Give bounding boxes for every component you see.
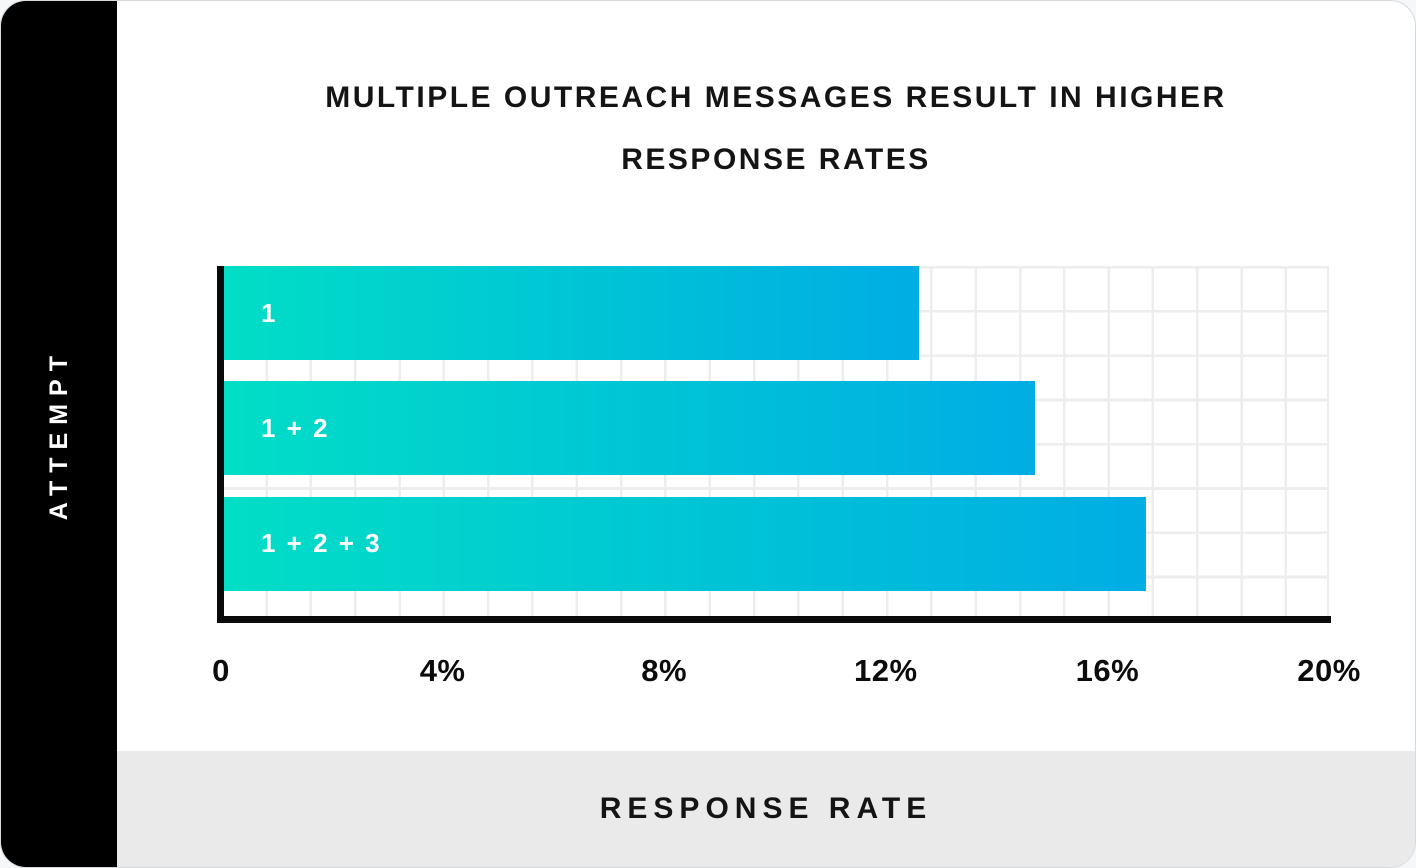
y-axis-line [217,266,224,623]
bar-category-label: 1 + 2 + 3 [261,528,382,559]
chart-area: MULTIPLE OUTREACH MESSAGES RESULT IN HIG… [117,1,1415,867]
x-tick-label: 4% [419,653,466,688]
chart-title: MULTIPLE OUTREACH MESSAGES RESULT IN HIG… [221,67,1331,191]
y-axis-panel: ATTEMPT [1,1,117,867]
x-tick-label: 20% [1297,653,1361,688]
bar: 1 [221,266,920,360]
chart-title-line1: MULTIPLE OUTREACH MESSAGES RESULT IN HIG… [325,81,1227,114]
x-axis-ticks: 0 4% 8% 12% 16% 20% [212,653,1360,693]
x-tick-label: 8% [641,653,688,688]
y-axis-label: ATTEMPT [44,347,73,521]
chart-title-line2: RESPONSE RATES [621,143,931,176]
bar: 1 + 2 [221,381,1036,476]
bars-layer: 1 1 + 2 1 + 2 + 3 [221,266,1329,620]
x-axis-panel: RESPONSE RATE [117,751,1415,867]
x-axis-line [217,616,1331,623]
x-axis-label: RESPONSE RATE [599,792,933,825]
x-tick-label: 0 [212,653,230,688]
bar: 1 + 2 + 3 [221,496,1147,591]
bar-category-label: 1 [261,297,278,328]
x-tick-label: 12% [854,653,918,688]
bar-category-label: 1 + 2 [261,412,330,443]
x-tick-label: 16% [1075,653,1140,688]
